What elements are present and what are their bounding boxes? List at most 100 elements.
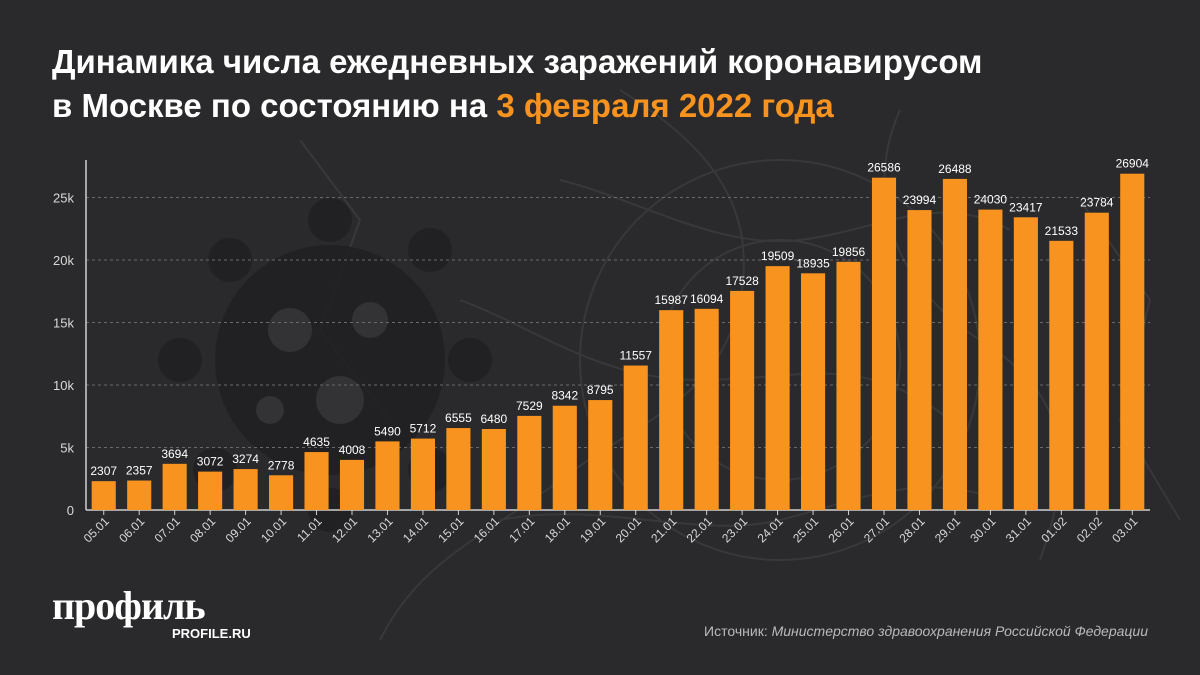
chart-title: Динамика числа ежедневных заражений коро… [52,40,1172,128]
data-label: 2778 [268,458,295,472]
data-label: 21533 [1045,224,1079,238]
data-label: 2307 [90,464,117,478]
data-label: 23994 [903,193,937,207]
x-tick-label: 30.01 [967,514,998,545]
bar [801,273,826,510]
x-tick-label: 29.01 [932,514,963,545]
y-tick-label: 15k [53,316,74,331]
bar [836,261,861,510]
bar [269,475,294,510]
data-label: 4008 [339,443,366,457]
x-tick-label: 23.01 [719,514,750,545]
data-label: 3072 [197,455,224,469]
y-tick-label: 10k [53,378,74,393]
x-tick-label: 26.01 [826,514,857,545]
x-tick-label: 25.01 [790,514,821,545]
x-tick-label: 28.01 [896,514,927,545]
bar [517,415,542,510]
bar [339,459,365,510]
data-label: 7529 [516,399,543,413]
data-label: 26586 [867,161,901,175]
data-label: 6480 [481,412,508,426]
bar [1120,173,1145,510]
x-tick-label: 19.01 [577,514,608,545]
bar [730,290,755,510]
bar [481,429,506,510]
data-label: 5490 [374,424,401,438]
bar [162,463,187,510]
brand-url: PROFILE.RU [172,626,251,641]
data-label: 16094 [690,292,724,306]
data-label: 4635 [303,435,330,449]
data-label: 26488 [938,162,972,176]
x-tick-label: 12.01 [329,514,360,545]
x-tick-label: 16.01 [471,514,502,545]
x-tick-label: 02.02 [1074,514,1105,545]
data-label: 23417 [1009,200,1043,214]
data-label: 15987 [655,293,689,307]
title-line-2-prefix: в Москве по состоянию на [52,87,497,124]
y-tick-label: 5k [60,441,74,456]
bar [907,210,932,510]
bar [304,452,329,510]
bar [91,481,116,510]
bar [1084,212,1109,510]
x-tick-label: 22.01 [684,514,715,545]
data-label: 23784 [1080,196,1114,210]
bar [127,480,152,510]
x-tick-label: 06.01 [116,514,147,545]
data-label: 19856 [832,245,866,259]
bars [91,173,1145,511]
x-tick-labels: 05.01 06.01 07.01 08.01 09.01 10.01 11.01 12.01… [81,514,1141,545]
source-label: Источник: [704,623,772,639]
data-label: 2357 [126,464,153,478]
y-tick-label: 25k [53,191,74,206]
x-tick-label: 21.01 [648,514,679,545]
data-label: 3274 [232,452,259,466]
data-label: 3694 [161,447,188,461]
title-line-1: Динамика числа ежедневных заражений коро… [52,43,983,80]
bar [765,266,790,510]
data-label: 8342 [551,389,578,403]
x-tick-label: 13.01 [364,514,395,545]
bar [233,469,258,510]
bar [198,471,223,510]
x-tick-label: 11.01 [294,514,325,545]
bar [659,310,684,510]
x-tick-label: 24.01 [755,514,786,545]
data-label: 6555 [445,411,472,425]
x-tick-label: 09.01 [223,514,254,545]
source-name: Министерство здравоохранения Российской … [771,623,1148,639]
source-note: Источник: Министерство здравоохранения Р… [704,622,1148,640]
data-labels: 2307 2357 3694 3072 3274 2778 4635 4008 5490 5712… [90,157,1149,478]
bar [552,405,577,510]
bar [623,365,648,510]
x-tick-label: 05.01 [81,514,112,545]
data-label: 26904 [1116,157,1150,171]
data-label: 19509 [761,249,795,263]
bar [942,178,967,510]
x-tick-label: 17.01 [506,514,537,545]
data-label: 5712 [410,422,437,436]
x-tick-label: 03.01 [1109,514,1140,545]
x-tick-label: 07.01 [152,514,183,545]
data-label: 24030 [974,193,1008,207]
data-label: 18935 [796,256,830,270]
x-tick-label: 18.01 [542,514,573,545]
bar [694,308,719,510]
bar [588,400,613,510]
bar [978,209,1003,510]
x-tick-label: 20.01 [613,514,644,545]
y-tick-labels: 0 5k 10k 15k 20k 25k [53,191,74,519]
title-date-highlight: 3 февраля 2022 года [496,87,834,124]
x-tick-label: 14.01 [400,514,431,545]
x-tick-label: 08.01 [187,514,218,545]
x-tick-label: 15.01 [435,514,466,545]
data-label: 11557 [619,349,652,363]
bar [871,177,897,511]
bar [1049,240,1074,510]
y-tick-label: 20k [53,253,74,268]
x-tick-label: 10.01 [258,514,289,545]
